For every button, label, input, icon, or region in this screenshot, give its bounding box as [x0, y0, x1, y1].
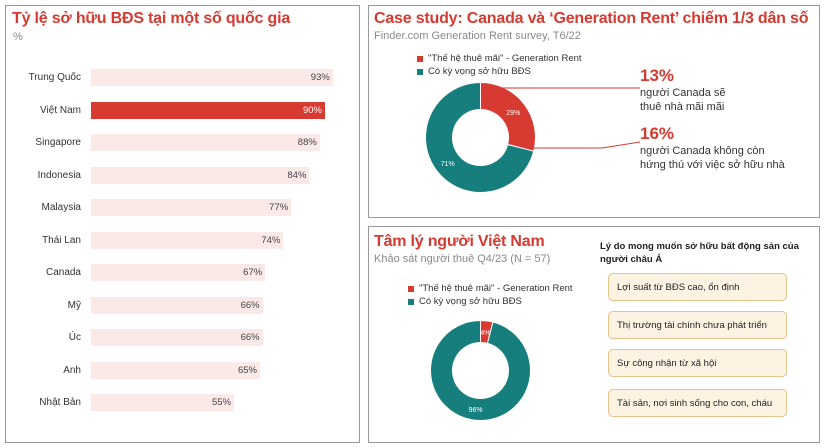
- vietnam-donut-chart: 4% 96%: [430, 319, 531, 421]
- bar-track: 66%: [91, 329, 263, 346]
- bar: [91, 101, 325, 119]
- reason-card: Thị trường tài chính chưa phát triển: [608, 311, 787, 339]
- bar-track: 55%: [91, 394, 234, 411]
- reason-card: Lợi suất từ BĐS cao, ổn định: [608, 273, 787, 301]
- canada-case-subtitle: Finder.com Generation Rent survey, T6/22: [374, 30, 581, 42]
- bar-row: Việt Nam 90%: [6, 101, 361, 121]
- bar-row: Malaysia 77%: [6, 198, 361, 218]
- vietnam-sentiment-title: Tâm lý người Việt Nam: [374, 233, 545, 250]
- left-panel-title: Tỷ lệ sở hữu BĐS tại một số quốc gia: [12, 10, 291, 27]
- reasons-title: Lý do mong muốn sở hữu bất động sản của …: [600, 240, 799, 266]
- bar-value-label: 66%: [240, 332, 260, 343]
- bar-category-label: Malaysia: [41, 202, 81, 213]
- bar-row: Trung Quốc 93%: [6, 68, 361, 88]
- stat-16-line2: hứng thú với việc sở hữu nhà: [640, 159, 785, 171]
- canada-case-title: Case study: Canada và ‘Generation Rent’ …: [374, 10, 809, 27]
- bar-category-label: Thái Lan: [42, 234, 81, 246]
- legend-item-own: Có kỳ vọng sở hữu BĐS: [417, 65, 582, 78]
- bar: [91, 231, 284, 249]
- bar-value-label: 90%: [302, 104, 322, 116]
- stat-13-line1: người Canada sẽ: [640, 87, 726, 99]
- vn-legend-label-generation-rent: "Thế hệ thuê mãi" - Generation Rent: [419, 283, 573, 294]
- bar-category-label: Anh: [63, 364, 81, 376]
- reason-card: Sự công nhận từ xã hội: [608, 349, 787, 377]
- vn-legend-swatch-teal: [408, 298, 414, 305]
- stat-16-pct: 16%: [640, 124, 675, 143]
- bar: [91, 134, 320, 151]
- bar-track: 90%: [91, 101, 325, 119]
- stat-16-desc: người Canada không còn hứng thú với việc…: [640, 144, 785, 172]
- bar-category-label: Indonesia: [37, 169, 81, 181]
- bar-category-label: Singapore: [35, 137, 81, 148]
- bar-row: Indonesia 84%: [6, 166, 361, 186]
- bar-category-label: Việt Nam: [40, 104, 81, 116]
- legend-label-own: Có kỳ vọng sở hữu BĐS: [428, 66, 531, 77]
- bar-row: Mỹ 66%: [6, 296, 361, 316]
- bar-row: Thái Lan 74%: [6, 231, 361, 251]
- bar-value-label: 74%: [261, 234, 281, 246]
- bar: [91, 361, 260, 379]
- bar-category-label: Mỹ: [67, 299, 81, 311]
- reasons-title-line2: người châu Á: [600, 254, 663, 265]
- canada-donut-chart: 29% 71%: [425, 81, 536, 193]
- bar-category-label: Úc: [68, 332, 81, 343]
- donut-slice-label: 71%: [441, 161, 455, 168]
- stat-13-line2: thuê nhà mãi mãi: [640, 101, 725, 113]
- bar-track: 65%: [91, 361, 260, 379]
- stat-16-line1: người Canada không còn: [640, 145, 765, 157]
- left-panel-unit: %: [13, 31, 23, 43]
- bar: [91, 394, 234, 411]
- bar-value-label: 84%: [287, 169, 307, 181]
- bar-track: 67%: [91, 264, 266, 281]
- stat-13-pct: 13%: [640, 66, 675, 85]
- bar: [91, 199, 292, 216]
- bar-track: 88%: [91, 134, 320, 151]
- bar-value-label: 55%: [211, 397, 231, 408]
- legend-label-generation-rent: "Thế hệ thuê mãi" - Generation Rent: [428, 53, 582, 64]
- bar-row: Úc 66%: [6, 328, 361, 348]
- stat-13-desc: người Canada sẽ thuê nhà mãi mãi: [640, 86, 726, 114]
- bar-track: 74%: [91, 231, 284, 249]
- vietnam-sentiment-subtitle: Khảo sát người thuê Q4/23 (N = 57): [374, 253, 551, 265]
- donut-slice-label: 29%: [506, 110, 520, 117]
- canada-legend: "Thế hệ thuê mãi" - Generation Rent Có k…: [417, 52, 582, 78]
- donut-slice-label: 96%: [469, 407, 483, 414]
- bar-value-label: 66%: [240, 299, 260, 311]
- legend-item-generation-rent: "Thế hệ thuê mãi" - Generation Rent: [417, 52, 582, 65]
- bar-row: Anh 65%: [6, 361, 361, 381]
- bar-track: 77%: [91, 199, 292, 216]
- vn-legend-item-own: Có kỳ vọng sở hữu BĐS: [408, 295, 573, 308]
- left-panel: Tỷ lệ sở hữu BĐS tại một số quốc gia % T…: [5, 5, 360, 443]
- bar: [91, 69, 333, 86]
- bar-row: Canada 67%: [6, 263, 361, 283]
- bar-value-label: 93%: [310, 72, 330, 83]
- vn-legend-swatch-red: [408, 285, 414, 292]
- reasons-title-line1: Lý do mong muốn sở hữu bất động sản của: [600, 241, 799, 252]
- donut-slice: [430, 319, 531, 421]
- reason-card: Tài sản, nơi sinh sống cho con, cháu: [608, 389, 787, 417]
- bar-row: Nhật Bản 55%: [6, 393, 361, 413]
- bar-track: 93%: [91, 69, 333, 86]
- bar-track: 66%: [91, 296, 263, 314]
- donut-slice-label: 4%: [480, 330, 490, 337]
- bar: [91, 329, 263, 346]
- bar-track: 84%: [91, 166, 310, 184]
- bar-category-label: Canada: [45, 267, 81, 278]
- bar-category-label: Trung Quốc: [28, 72, 81, 83]
- bar-value-label: 67%: [243, 267, 263, 278]
- bar: [91, 296, 263, 314]
- bar-value-label: 77%: [269, 202, 289, 213]
- donut-slice: [425, 81, 535, 193]
- vn-legend-label-own: Có kỳ vọng sở hữu BĐS: [419, 296, 522, 307]
- bar-value-label: 88%: [297, 137, 317, 148]
- vn-legend-item-generation-rent: "Thế hệ thuê mãi" - Generation Rent: [408, 282, 573, 295]
- bar-value-label: 65%: [237, 364, 257, 376]
- bar: [91, 166, 310, 184]
- legend-swatch-red: [417, 55, 423, 62]
- bar-row: Singapore 88%: [6, 133, 361, 153]
- bar: [91, 264, 266, 281]
- bar-category-label: Nhật Bản: [39, 397, 81, 408]
- vietnam-legend: "Thế hệ thuê mãi" - Generation Rent Có k…: [408, 282, 573, 308]
- legend-swatch-teal: [417, 68, 423, 75]
